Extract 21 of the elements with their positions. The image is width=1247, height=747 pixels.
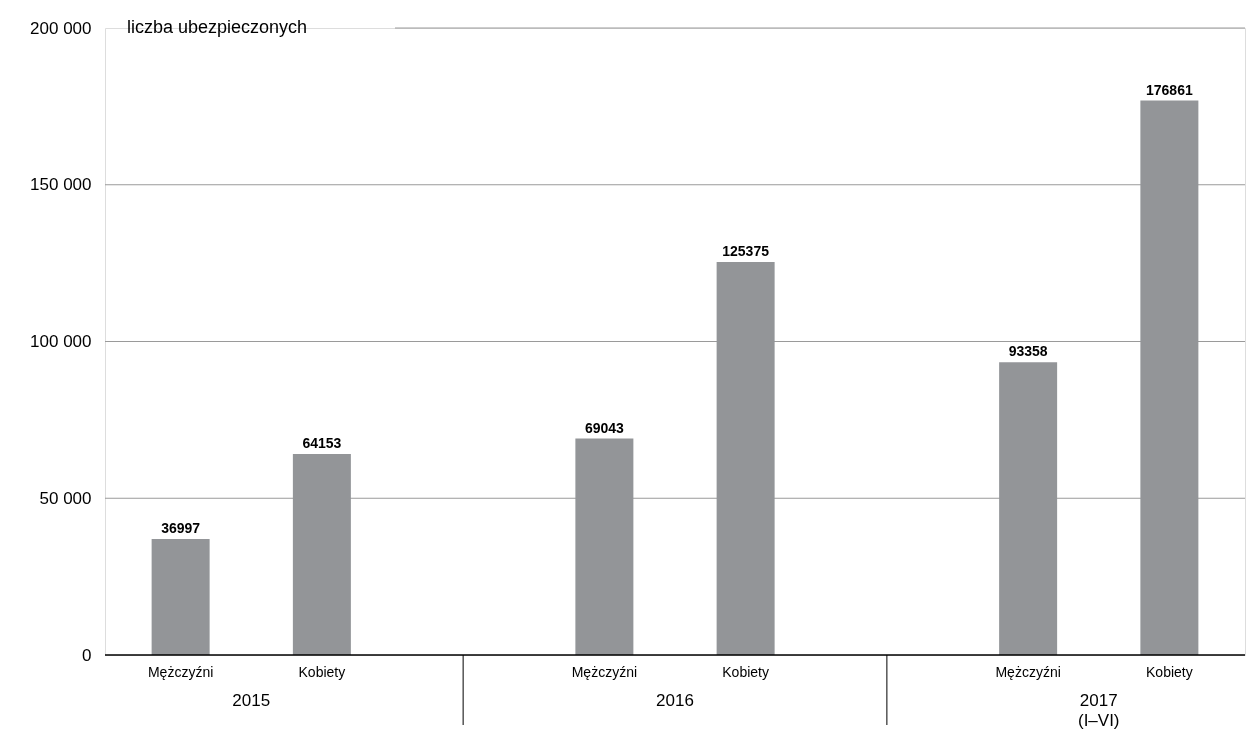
y-tick-label: 200 000: [30, 18, 92, 38]
data-label: 64153: [302, 434, 342, 451]
y-tick-label: 150 000: [30, 175, 92, 195]
y-tick-label: 0: [82, 645, 92, 665]
data-label: 176861: [1146, 81, 1193, 98]
text: 2017 (I–VI): [1077, 691, 1120, 730]
data-label: 125375: [722, 242, 770, 259]
x-tick-label: Kobiety: [298, 664, 346, 680]
x-tick-label: Kobiety: [1146, 664, 1193, 680]
text: 2016: [656, 691, 694, 710]
y-axis-title: liczba ubezpieczonych: [127, 17, 308, 37]
text: 2015: [232, 691, 271, 710]
data-label: 36997: [161, 520, 201, 537]
y-tick-label: 100 000: [30, 332, 92, 351]
data-label: 93358: [1008, 343, 1048, 360]
x-tick-label: Mężczyźni: [995, 664, 1061, 680]
x-tick-label: Mężczyźni: [147, 664, 214, 680]
x-tick-label: Kobiety: [722, 664, 769, 680]
x-tick-label: Mężczyźni: [571, 664, 638, 680]
data-label: 69043: [584, 419, 625, 436]
y-tick-label: 50 000: [39, 488, 92, 508]
